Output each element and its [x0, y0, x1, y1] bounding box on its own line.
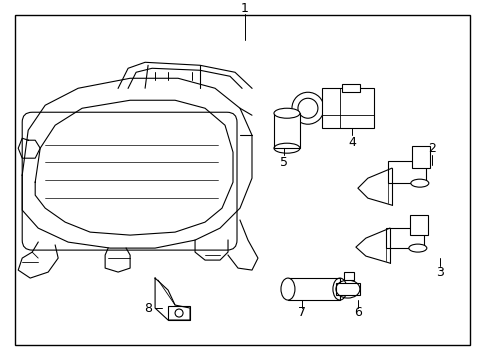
Ellipse shape	[281, 278, 294, 300]
Text: 4: 4	[347, 136, 355, 149]
Text: 7: 7	[297, 306, 305, 319]
Bar	[287, 278, 339, 300]
Text: 8: 8	[144, 302, 152, 315]
Ellipse shape	[410, 179, 428, 187]
Text: 6: 6	[353, 306, 361, 319]
Text: 3: 3	[435, 266, 443, 279]
Bar	[273, 113, 299, 148]
FancyBboxPatch shape	[22, 112, 237, 250]
Bar	[335, 283, 359, 295]
Text: 1: 1	[241, 2, 248, 15]
Text: 5: 5	[280, 156, 287, 169]
Bar	[168, 306, 190, 320]
Ellipse shape	[408, 244, 426, 252]
Bar	[411, 146, 429, 168]
Bar	[409, 215, 427, 235]
Text: 2: 2	[427, 142, 435, 155]
Bar	[321, 88, 373, 128]
Bar	[385, 228, 423, 248]
Bar	[387, 161, 425, 183]
Bar	[343, 272, 353, 280]
Ellipse shape	[273, 108, 299, 118]
Bar	[341, 84, 359, 92]
